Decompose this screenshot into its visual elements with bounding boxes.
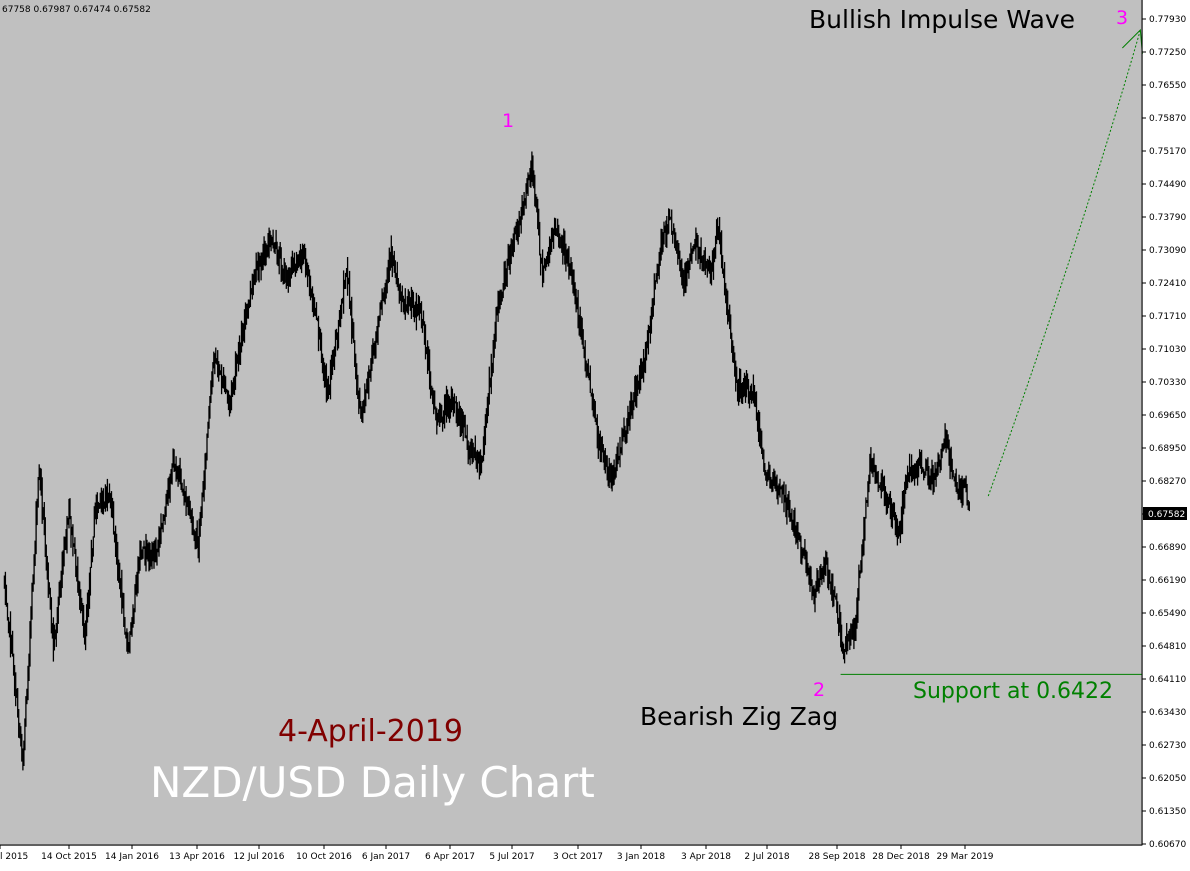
current-price-box bbox=[1143, 507, 1187, 520]
y-tick-label: 0.68270 bbox=[1149, 477, 1186, 487]
x-tick-label: 13 Apr 2016 bbox=[169, 852, 225, 862]
x-tick-label: 10 Oct 2016 bbox=[296, 852, 352, 862]
y-tick-label: 0.68950 bbox=[1149, 444, 1186, 454]
wave-1-label: 1 bbox=[502, 110, 514, 132]
y-tick-label: 0.75870 bbox=[1149, 114, 1186, 124]
x-tick-label: 5 Jul 2017 bbox=[489, 852, 534, 862]
y-tick-label: 0.65490 bbox=[1149, 609, 1186, 619]
x-tick-label: 14 Oct 2015 bbox=[41, 852, 97, 862]
y-tick-label: 0.60670 bbox=[1149, 840, 1186, 850]
time-axis: l 2015 14 Oct 2015 14 Jan 2016 13 Apr 2016 1… bbox=[0, 845, 994, 862]
wave-3-label: 3 bbox=[1116, 7, 1128, 29]
price-axis: 0.77930 0.77250 0.76550 0.75870 0.75170 0.744… bbox=[1142, 15, 1186, 850]
y-tick-label: 0.72410 bbox=[1149, 279, 1186, 289]
x-tick-label: l 2015 bbox=[0, 852, 28, 862]
bullish-label: Bullish Impulse Wave bbox=[809, 5, 1075, 34]
y-tick-label: 0.61350 bbox=[1149, 807, 1186, 817]
date-label: 4-April-2019 bbox=[278, 714, 463, 749]
y-tick-label: 0.64110 bbox=[1149, 675, 1186, 685]
chart-title: NZD/USD Daily Chart bbox=[150, 758, 595, 807]
x-tick-label: 14 Jan 2016 bbox=[105, 852, 159, 862]
y-tick-label: 0.76550 bbox=[1149, 81, 1186, 91]
y-tick-label: 0.70330 bbox=[1149, 378, 1186, 388]
axis-gutter-right bbox=[1143, 0, 1190, 871]
y-tick-label: 0.74490 bbox=[1149, 180, 1186, 190]
price-series bbox=[3, 151, 970, 771]
wave-2-label: 2 bbox=[813, 679, 825, 701]
y-tick-label: 0.77930 bbox=[1149, 15, 1186, 25]
current-price-label: 0.67582 bbox=[1148, 510, 1185, 520]
x-tick-label: 29 Mar 2019 bbox=[936, 852, 993, 862]
y-tick-label: 0.62730 bbox=[1149, 741, 1186, 751]
x-tick-label: 2 Jul 2018 bbox=[744, 852, 789, 862]
y-tick-label: 0.73790 bbox=[1149, 213, 1186, 223]
ohlc-readout: 67758 0.67987 0.67474 0.67582 bbox=[2, 5, 151, 15]
support-label: Support at 0.6422 bbox=[913, 679, 1113, 704]
y-tick-label: 0.63430 bbox=[1149, 708, 1186, 718]
x-tick-label: 28 Dec 2018 bbox=[872, 852, 930, 862]
y-tick-label: 0.66890 bbox=[1149, 543, 1186, 553]
x-tick-label: 12 Jul 2016 bbox=[234, 852, 285, 862]
y-tick-label: 0.73090 bbox=[1149, 246, 1186, 256]
y-tick-label: 0.71710 bbox=[1149, 312, 1186, 322]
x-tick-label: 3 Oct 2017 bbox=[553, 852, 603, 862]
y-tick-label: 0.69650 bbox=[1149, 411, 1186, 421]
wave-3-projection bbox=[987, 29, 1141, 497]
x-tick-label: 6 Jan 2017 bbox=[362, 852, 410, 862]
y-tick-label: 0.71030 bbox=[1149, 345, 1186, 355]
y-tick-label: 0.64810 bbox=[1149, 642, 1186, 652]
axis-gutter-bottom bbox=[0, 846, 1190, 871]
y-tick-label: 0.62050 bbox=[1149, 774, 1186, 784]
y-tick-label: 0.77250 bbox=[1149, 48, 1186, 58]
y-tick-label: 0.75170 bbox=[1149, 147, 1186, 157]
x-tick-label: 3 Apr 2018 bbox=[681, 852, 731, 862]
x-tick-label: 6 Apr 2017 bbox=[425, 852, 475, 862]
x-tick-label: 28 Sep 2018 bbox=[808, 852, 865, 862]
x-tick-label: 3 Jan 2018 bbox=[617, 852, 665, 862]
y-tick-label: 0.66190 bbox=[1149, 576, 1186, 586]
bearish-label: Bearish Zig Zag bbox=[640, 702, 838, 731]
